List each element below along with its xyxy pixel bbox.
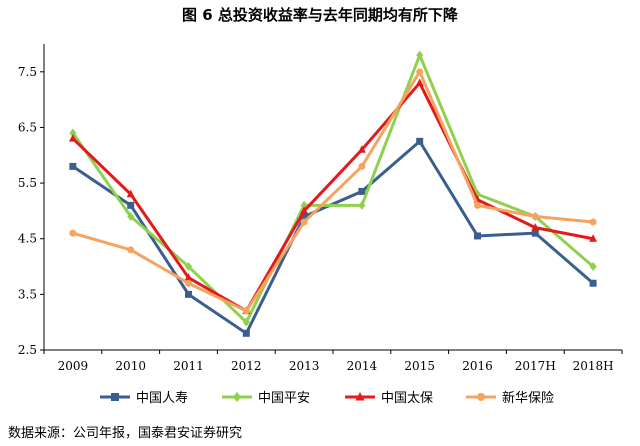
data-point xyxy=(531,223,540,231)
data-point xyxy=(242,307,250,315)
legend-label: 中国太保 xyxy=(381,391,433,406)
data-point xyxy=(416,68,424,76)
data-point xyxy=(185,290,192,298)
series-1 xyxy=(69,137,597,337)
y-tick-label: 5.5 xyxy=(18,176,37,190)
x-tick-label: 2014 xyxy=(347,359,378,373)
legend-item: 中国太保 xyxy=(345,391,433,406)
legend-label: 中国平安 xyxy=(258,391,310,406)
data-point xyxy=(242,317,250,327)
legend-label: 中国人寿 xyxy=(136,391,188,406)
legend: 中国人寿 中国平安 中国太保 新华保险 xyxy=(100,390,554,406)
x-tick-label: 2016 xyxy=(462,359,493,373)
data-point xyxy=(127,211,135,221)
y-tick-label: 2.5 xyxy=(18,343,37,357)
data-point xyxy=(185,279,192,287)
series-4 xyxy=(69,68,597,315)
series-3 xyxy=(68,78,598,315)
data-point xyxy=(589,279,597,287)
legend-marker xyxy=(355,392,365,401)
data-point xyxy=(358,200,366,210)
data-point xyxy=(474,201,481,209)
data-point xyxy=(69,128,77,138)
legend-item: 新华保险 xyxy=(466,390,554,406)
data-point xyxy=(185,262,192,272)
data-point xyxy=(300,212,308,220)
data-point xyxy=(300,206,309,214)
data-point xyxy=(126,189,135,198)
data-point xyxy=(127,201,135,209)
data-point xyxy=(531,212,539,220)
axes: 2.5 3.5 4.5 5.5 6.5 7.5 2009 2010 2011 2012 2013 20… xyxy=(18,44,623,373)
data-point xyxy=(300,218,308,226)
x-tick-label: 2017H xyxy=(515,359,556,373)
series-line xyxy=(71,53,595,324)
data-point xyxy=(68,134,77,142)
legend-label: 新华保险 xyxy=(502,390,554,406)
data-point xyxy=(415,78,424,86)
data-point xyxy=(127,246,135,254)
data-point xyxy=(184,273,193,281)
y-tick-label: 4.5 xyxy=(18,232,37,246)
data-point xyxy=(358,162,366,170)
data-point xyxy=(357,145,366,153)
data-point xyxy=(531,229,539,237)
x-tick-label: 2011 xyxy=(173,359,204,373)
legend-item: 中国人寿 xyxy=(100,391,188,406)
legend-marker xyxy=(233,392,241,402)
series-2 xyxy=(69,50,597,327)
data-point xyxy=(358,187,366,195)
series-line xyxy=(71,81,594,313)
x-tick-label: 2009 xyxy=(58,359,89,373)
y-tick-label: 7.5 xyxy=(18,65,37,79)
x-tick-label: 2012 xyxy=(231,359,262,373)
x-tick-label: 2015 xyxy=(404,359,435,373)
data-point xyxy=(474,232,481,240)
legend-marker xyxy=(477,393,485,401)
data-point xyxy=(589,262,597,272)
y-tick-label: 6.5 xyxy=(18,120,37,134)
x-tick-label: 2010 xyxy=(115,359,146,373)
y-tick-label: 3.5 xyxy=(18,287,37,301)
legend-marker xyxy=(111,393,119,401)
data-point xyxy=(589,218,597,226)
data-point xyxy=(416,50,424,60)
series-line xyxy=(72,70,594,313)
data-source-note: 数据来源：公司年报，国泰君安证券研究 xyxy=(8,426,243,441)
data-point xyxy=(69,229,77,237)
series-line xyxy=(72,139,595,335)
data-point xyxy=(589,234,598,242)
x-tick-label: 2018H xyxy=(573,359,614,373)
data-point xyxy=(242,329,250,337)
series-layer xyxy=(68,50,598,337)
legend-item: 中国平安 xyxy=(222,391,310,406)
data-point xyxy=(69,162,77,170)
chart-title: 图 6 总投资收益率与去年同期均有所下降 xyxy=(182,6,458,24)
data-point xyxy=(416,137,424,145)
x-tick-label: 2013 xyxy=(289,359,320,373)
